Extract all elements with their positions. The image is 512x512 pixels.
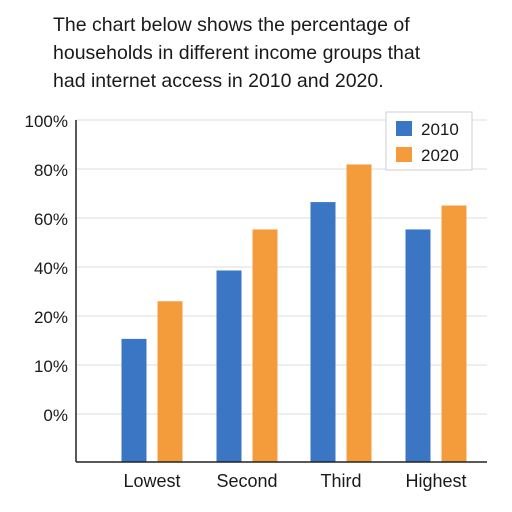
legend-swatch-2020 [396, 147, 412, 162]
legend-label-2010: 2010 [421, 120, 459, 139]
x-tick-labels: Lowest Second Third Highest [123, 471, 466, 491]
y-tick-label: 10% [34, 357, 68, 376]
legend: 2010 2020 [385, 111, 473, 171]
x-tick-label: Third [320, 471, 361, 491]
bar-2010-second [216, 270, 242, 462]
y-tick-label: 80% [34, 161, 68, 180]
bar-2010-highest [405, 229, 431, 462]
y-tick-label: 0% [43, 406, 68, 425]
bar-2020-lowest [157, 301, 183, 462]
chart-intro-text: The chart below shows the percentage of … [53, 11, 493, 95]
intro-line-1: The chart below shows the percentage of [53, 14, 410, 36]
intro-line-3: had internet access in 2010 and 2020. [53, 70, 384, 92]
bar-2020-highest [441, 205, 467, 462]
axes [75, 120, 487, 463]
y-tick-label: 20% [34, 308, 68, 327]
y-tick-label: 60% [34, 210, 68, 229]
legend-swatch-2010 [396, 121, 412, 136]
y-tick-labels: 100% 80% 60% 40% 20% 10% 0% [25, 112, 68, 425]
legend-label-2020: 2020 [421, 146, 459, 165]
x-tick-label: Second [216, 471, 277, 491]
bar-2020-second [252, 229, 278, 462]
bar-2010-lowest [121, 338, 147, 462]
y-tick-label: 100% [25, 112, 68, 131]
bar-2010-third [310, 202, 336, 462]
x-tick-label: Highest [405, 471, 466, 491]
bars [121, 164, 467, 462]
bar-2020-third [346, 164, 372, 462]
intro-line-2: households in different income groups th… [53, 42, 421, 64]
x-tick-label: Lowest [123, 471, 180, 491]
y-tick-label: 40% [34, 259, 68, 278]
